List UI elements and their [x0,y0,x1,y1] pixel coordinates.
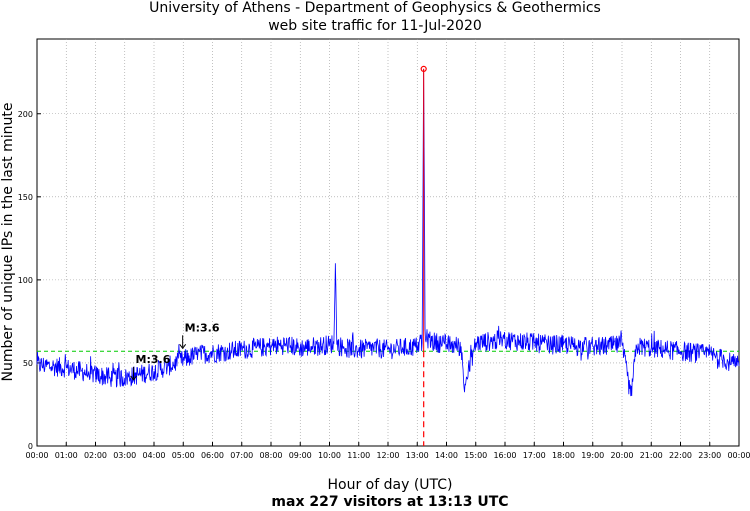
x-tick-label: 04:00 [142,451,165,460]
x-tick-label: 18:00 [552,451,575,460]
x-axis-ticks: 00:00 01:00 02:00 03:00 04:00 05:00 06:00 07:00… [25,442,750,460]
chart-title: University of Athens - Department of Geo… [149,0,601,16]
x-tick-label: 00:00 [25,451,48,460]
x-tick-label: 02:00 [84,451,107,460]
x-tick-label: 23:00 [698,451,721,460]
x-tick-label: 00:00 [727,451,750,460]
x-tick-label: 17:00 [523,451,546,460]
quake-arrow-head [179,344,187,350]
quake-annotations: M:3.6 M:3.6 [130,321,220,381]
y-axis-label: Number of unique IPs in the last minute [0,103,16,382]
x-tick-label: 11:00 [347,451,370,460]
x-tick-label: 07:00 [230,451,253,460]
x-axis-label: Hour of day (UTC) [328,477,453,493]
x-tick-label: 16:00 [493,451,516,460]
y-tick-label: 150 [18,193,33,202]
series-line-traffic [36,68,740,397]
x-tick-label: 08:00 [259,451,282,460]
series-group [36,68,740,397]
chart-subtitle: web site traffic for 11-Jul-2020 [268,18,482,34]
y-tick-label: 0 [28,442,33,451]
y-axis-ticks: 0 50 100 150 200 [18,110,41,451]
x-tick-label: 13:00 [406,451,429,460]
x-tick-label: 21:00 [640,451,663,460]
x-tick-label: 15:00 [464,451,487,460]
quake-label: M:3.6 [136,353,171,366]
max-marker [420,65,427,73]
x-tick-label: 10:00 [318,451,341,460]
x-tick-label: 22:00 [669,451,692,460]
x-tick-label: 09:00 [289,451,312,460]
x-tick-label: 20:00 [610,451,633,460]
quake-label: M:3.6 [185,321,220,334]
x-tick-label: 12:00 [376,451,399,460]
y-tick-label: 100 [18,276,33,285]
x-tick-label: 19:00 [581,451,604,460]
x-tick-label: 06:00 [201,451,224,460]
x-tick-label: 03:00 [113,451,136,460]
y-tick-label: 200 [18,110,33,119]
max-visitors-caption: max 227 visitors at 13:13 UTC [271,494,508,510]
x-tick-label: 14:00 [435,451,458,460]
x-tick-label: 05:00 [172,451,195,460]
quake-arrow-head [130,375,137,381]
y-tick-label: 50 [23,359,33,368]
x-tick-label: 01:00 [55,451,78,460]
